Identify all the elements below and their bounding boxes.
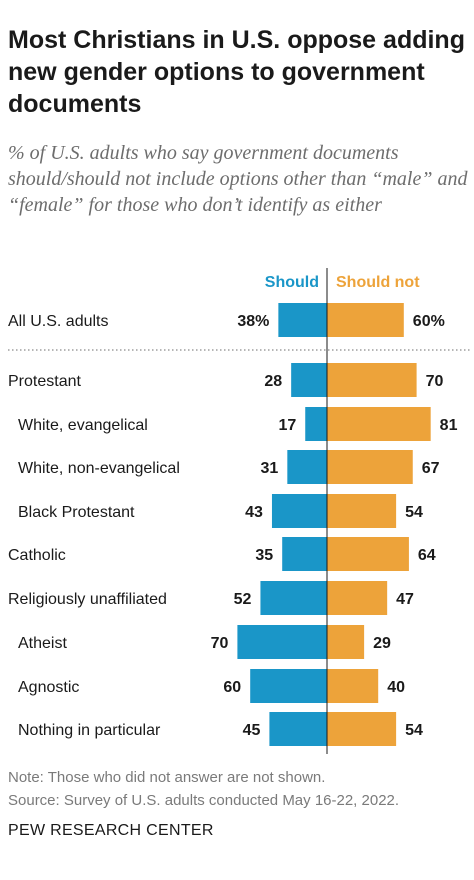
bar-should-not	[327, 363, 417, 397]
bar-should	[237, 625, 327, 659]
chart-title: Most Christians in U.S. oppose adding ne…	[8, 26, 465, 118]
value-label-should: 31	[261, 460, 279, 477]
bar-should	[305, 407, 327, 441]
bar-should	[250, 669, 327, 703]
category-label: White, evangelical	[18, 417, 148, 434]
diverging-bar-chart: Should Should not All U.S. adults 38% 60% Pro…	[8, 268, 470, 754]
category-label: Protestant	[8, 373, 81, 390]
value-label-should-not: 47	[396, 591, 414, 608]
value-label-should-not: 40	[387, 679, 405, 696]
legend-should-not: Should not	[336, 274, 420, 291]
value-label-should-not: 70	[426, 373, 444, 390]
legend-should: Should	[265, 274, 319, 291]
chart-note: Note: Those who did not answer are not s…	[8, 769, 326, 786]
value-label-should: 17	[278, 417, 296, 434]
category-label: All U.S. adults	[8, 313, 108, 330]
value-label-should: 45	[243, 722, 261, 739]
value-label-should: 70	[211, 635, 229, 652]
category-label: Religiously unaffiliated	[8, 591, 167, 608]
chart-source: Source: Survey of U.S. adults conducted …	[8, 792, 400, 809]
bar-should	[260, 581, 327, 615]
bar-should-not	[327, 303, 404, 337]
value-label-should-not: 81	[440, 417, 458, 434]
bar-should-not	[327, 407, 431, 441]
value-label-should-not: 54	[405, 504, 423, 521]
bar-should	[287, 450, 327, 484]
category-label: Atheist	[18, 635, 67, 652]
bar-should-not	[327, 625, 365, 659]
bar-should	[269, 712, 327, 746]
value-label-should: 43	[245, 504, 263, 521]
category-label: Catholic	[8, 547, 66, 564]
value-label-should: 35	[255, 547, 273, 564]
bar-should-not	[327, 712, 397, 746]
category-label: Nothing in particular	[18, 722, 161, 739]
bar-should	[271, 494, 327, 528]
bar-should	[291, 363, 327, 397]
chart-subtitle: % of U.S. adults who say government docu…	[8, 142, 468, 216]
bar-should-not	[327, 450, 413, 484]
category-label: Black Protestant	[18, 504, 135, 521]
bar-should-not	[327, 669, 379, 703]
bar-should-not	[327, 581, 388, 615]
value-label-should: 52	[234, 591, 252, 608]
bar-should-not	[327, 494, 397, 528]
category-label: White, non-evangelical	[18, 460, 180, 477]
value-label-should-not: 67	[422, 460, 440, 477]
value-label-should-not: 60%	[413, 313, 445, 330]
value-label-should: 28	[264, 373, 282, 390]
bar-should	[278, 303, 327, 337]
value-label-should: 60	[223, 679, 241, 696]
value-label-should-not: 64	[418, 547, 436, 564]
value-label-should-not: 54	[405, 722, 423, 739]
value-label-should-not: 29	[373, 635, 391, 652]
bar-should	[282, 537, 327, 571]
pew-logo-text: PEW RESEARCH CENTER	[8, 822, 214, 839]
value-label-should: 38%	[237, 313, 269, 330]
bar-should-not	[327, 537, 409, 571]
category-label: Agnostic	[18, 679, 79, 696]
